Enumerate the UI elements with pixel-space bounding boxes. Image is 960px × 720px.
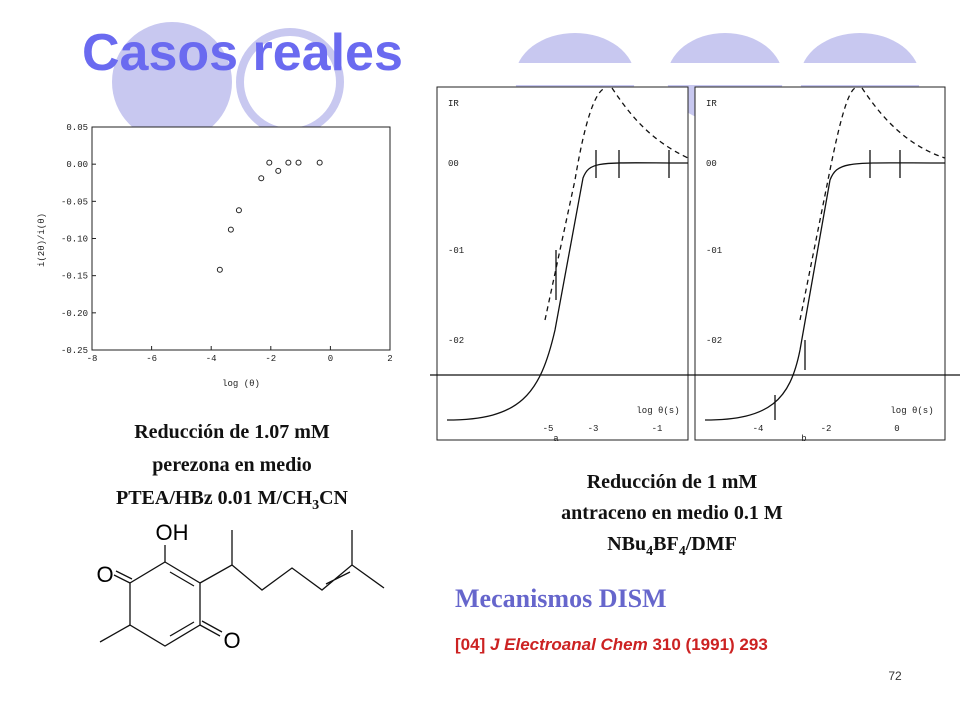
text: J Electroanal Chem — [490, 635, 648, 654]
caption-line: Reducción de 1 mM — [587, 471, 758, 493]
text: [04] — [455, 635, 490, 654]
caption-line: Reducción de 1.07 mM — [134, 421, 330, 443]
x-tick-label: -8 — [87, 354, 98, 364]
y-tick-label: -02 — [448, 336, 464, 346]
x-axis-label: log θ(s) — [636, 406, 679, 416]
panel-letter: b — [801, 434, 806, 444]
y-tick-label: 00 — [706, 159, 717, 169]
x-tick-label: -5 — [543, 424, 554, 434]
x-tick-label: -1 — [652, 424, 663, 434]
panel: IR 00 -01 -02 -5 -3 -1 log θ(s) a — [436, 86, 689, 444]
y-tick-label: 0.05 — [66, 123, 88, 133]
text: CN — [319, 487, 348, 509]
point — [316, 159, 323, 166]
point — [266, 159, 273, 166]
axis-top-label: IR — [706, 99, 717, 109]
x-tick-label: -2 — [265, 354, 276, 364]
atom: O — [96, 562, 113, 587]
text: 310 (1991) 293 — [648, 635, 768, 654]
x-tick-label: 0 — [328, 354, 333, 364]
plot-frame — [91, 126, 391, 351]
point — [235, 207, 242, 214]
y-tick-label: 0.00 — [66, 160, 88, 170]
point — [258, 175, 265, 182]
y-tick-label: -0.15 — [61, 272, 88, 282]
y-tick-label: -0.20 — [61, 309, 88, 319]
point — [295, 159, 302, 166]
molecule — [99, 530, 385, 647]
y-tick-label: -01 — [448, 246, 464, 256]
text: /DMF — [685, 533, 737, 555]
panel-letter: a — [553, 434, 559, 444]
page-number: 72 — [888, 669, 902, 683]
subscript: 4 — [679, 544, 686, 559]
x-tick-label: -6 — [146, 354, 157, 364]
title: Casos reales — [82, 24, 403, 82]
text: PTEA/HBz 0.01 M/CH — [116, 487, 313, 509]
y-tick-label: -02 — [706, 336, 722, 346]
x-tick-label: 2 — [387, 354, 392, 364]
atom: OH — [156, 520, 189, 545]
y-tick-label: -0.10 — [61, 235, 88, 245]
y-tick-label: -0.25 — [61, 346, 88, 356]
caption-line: NBu4BF4/DMF — [607, 533, 737, 559]
subscript: 4 — [646, 544, 653, 559]
subscript: 3 — [312, 498, 319, 513]
y-axis-label: i(2θ)/i(θ) — [37, 213, 47, 267]
x-tick-label: -3 — [588, 424, 599, 434]
x-axis-label: log (θ) — [222, 379, 260, 389]
point — [275, 167, 282, 174]
caption-line: PTEA/HBz 0.01 M/CH3CN — [116, 487, 349, 513]
point — [227, 226, 234, 233]
text: NBu — [607, 533, 646, 555]
panel: IR 00 -01 -02 -4 -2 0 log θ(s) b — [694, 86, 946, 444]
axis-top-label: IR — [448, 99, 459, 109]
atom: O — [223, 628, 240, 653]
point — [285, 159, 292, 166]
text: BF — [653, 533, 679, 555]
x-axis-label: log θ(s) — [890, 406, 933, 416]
x-tick-label: -2 — [821, 424, 832, 434]
caption-line: perezona en medio — [152, 454, 312, 476]
x-tick-label: -4 — [753, 424, 764, 434]
y-tick-label: -0.05 — [61, 197, 88, 207]
reference: [04] J Electroanal Chem 310 (1991) 293 — [455, 635, 768, 654]
point — [216, 266, 223, 273]
x-tick-label: 0 — [894, 424, 899, 434]
caption-line: antraceno en medio 0.1 M — [561, 502, 783, 524]
y-tick-label: 00 — [448, 159, 459, 169]
y-tick-label: -01 — [706, 246, 722, 256]
mechanism: Mecanismos DISM — [455, 584, 667, 613]
x-tick-label: -4 — [206, 354, 217, 364]
